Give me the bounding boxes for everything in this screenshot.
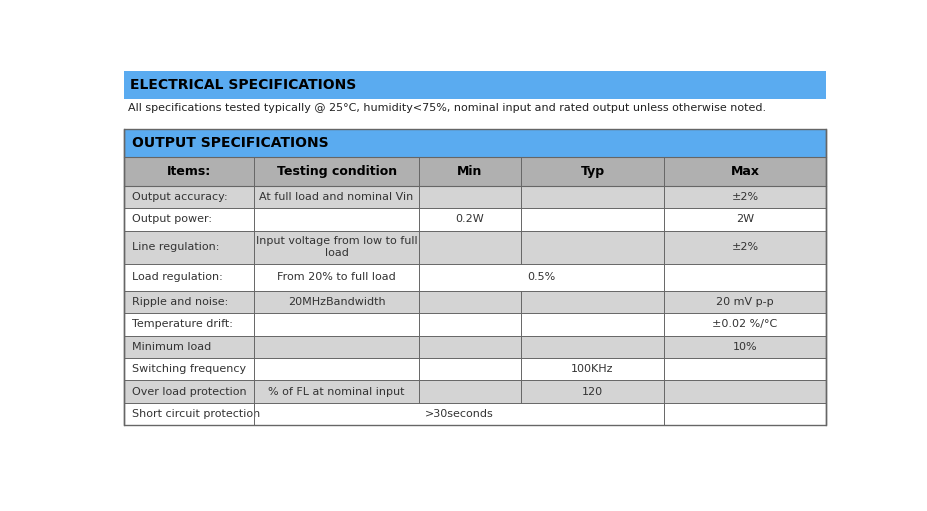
Text: % of FL at nominal input: % of FL at nominal input xyxy=(268,387,405,397)
Text: 20 mV p-p: 20 mV p-p xyxy=(717,297,774,307)
Text: 0.2W: 0.2W xyxy=(455,214,484,224)
Bar xyxy=(124,71,826,100)
Text: ±2%: ±2% xyxy=(731,242,758,252)
Text: ±2%: ±2% xyxy=(731,192,758,202)
Text: Testing condition: Testing condition xyxy=(276,165,397,178)
Bar xyxy=(124,336,826,358)
Text: Load regulation:: Load regulation: xyxy=(132,272,222,283)
Text: Minimum load: Minimum load xyxy=(132,342,211,352)
Bar xyxy=(124,129,826,157)
Text: Input voltage from low to full
load: Input voltage from low to full load xyxy=(256,237,417,258)
Text: ±0.02 %/°C: ±0.02 %/°C xyxy=(713,319,778,330)
Bar xyxy=(124,313,826,336)
Text: 0.5%: 0.5% xyxy=(527,272,556,283)
Bar xyxy=(124,157,826,185)
Bar xyxy=(124,230,826,264)
Text: Line regulation:: Line regulation: xyxy=(132,242,219,252)
Text: Max: Max xyxy=(730,165,759,178)
Text: 2W: 2W xyxy=(736,214,754,224)
Text: Typ: Typ xyxy=(580,165,604,178)
Text: From 20% to full load: From 20% to full load xyxy=(277,272,396,283)
Text: Ripple and noise:: Ripple and noise: xyxy=(132,297,228,307)
Text: 10%: 10% xyxy=(732,342,757,352)
Text: All specifications tested typically @ 25°C, humidity<75%, nominal input and rate: All specifications tested typically @ 25… xyxy=(128,103,767,113)
Bar xyxy=(124,403,826,425)
Text: Switching frequency: Switching frequency xyxy=(132,364,246,374)
Text: Output accuracy:: Output accuracy: xyxy=(132,192,227,202)
Text: Short circuit protection: Short circuit protection xyxy=(132,409,260,419)
Text: At full load and nominal Vin: At full load and nominal Vin xyxy=(260,192,413,202)
Bar xyxy=(124,264,826,291)
Text: 100KHz: 100KHz xyxy=(571,364,614,374)
Bar xyxy=(124,380,826,403)
Text: >30seconds: >30seconds xyxy=(425,409,494,419)
Text: OUTPUT SPECIFICATIONS: OUTPUT SPECIFICATIONS xyxy=(132,136,328,150)
Text: Over load protection: Over load protection xyxy=(132,387,247,397)
Text: ELECTRICAL SPECIFICATIONS: ELECTRICAL SPECIFICATIONS xyxy=(130,78,357,92)
Bar xyxy=(124,185,826,208)
Bar xyxy=(124,208,826,230)
Text: Output power:: Output power: xyxy=(132,214,211,224)
Bar xyxy=(124,291,826,313)
Text: Temperature drift:: Temperature drift: xyxy=(132,319,233,330)
Text: 20MHzBandwidth: 20MHzBandwidth xyxy=(287,297,386,307)
Text: Min: Min xyxy=(457,165,483,178)
Text: Items:: Items: xyxy=(167,165,211,178)
Bar xyxy=(124,129,826,425)
Text: 120: 120 xyxy=(582,387,603,397)
Bar xyxy=(124,358,826,380)
